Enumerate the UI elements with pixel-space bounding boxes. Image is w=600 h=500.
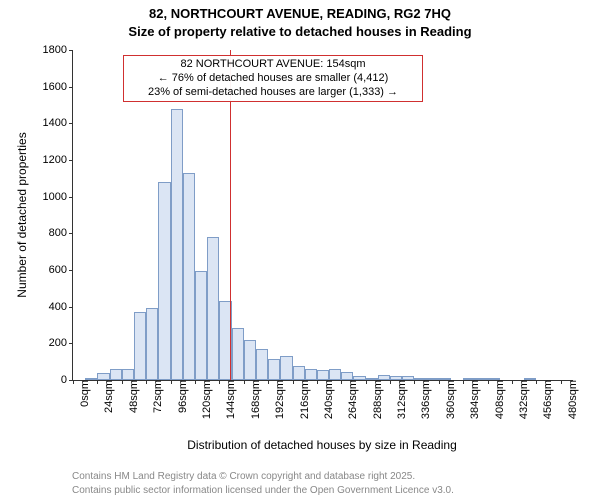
histogram-bar	[122, 369, 134, 380]
x-tick-label: 264sqm	[341, 380, 359, 419]
histogram-bar	[171, 109, 183, 380]
x-tick-label: 72sqm	[146, 380, 164, 413]
x-tick-label: 336sqm	[414, 380, 432, 419]
x-tick-mark	[341, 380, 342, 384]
histogram-bar	[207, 237, 219, 380]
footer-copyright-1: Contains HM Land Registry data © Crown c…	[0, 471, 600, 482]
x-tick-mark	[463, 380, 464, 384]
y-tick-mark	[69, 197, 73, 198]
x-tick-mark	[171, 380, 172, 384]
x-tick-label: 360sqm	[439, 380, 457, 419]
x-tick-label: 120sqm	[195, 380, 213, 419]
histogram-bar	[317, 370, 329, 380]
histogram-bar	[146, 308, 158, 380]
histogram-bar	[158, 182, 170, 380]
x-tick-label: 24sqm	[97, 380, 115, 413]
histogram-bar	[341, 372, 353, 380]
property-callout: 82 NORTHCOURT AVENUE: 154sqm← 76% of det…	[123, 55, 423, 102]
histogram-bar	[329, 369, 341, 380]
x-tick-label: 144sqm	[219, 380, 237, 419]
x-tick-mark	[512, 380, 513, 384]
property-size-histogram: 82, NORTHCOURT AVENUE, READING, RG2 7HQ …	[0, 0, 600, 500]
histogram-bar	[293, 366, 305, 380]
x-tick-mark	[97, 380, 98, 384]
x-tick-label: 0sqm	[73, 380, 91, 407]
x-tick-mark	[488, 380, 489, 384]
x-tick-mark	[73, 380, 74, 384]
x-tick-mark	[293, 380, 294, 384]
x-tick-label: 456sqm	[536, 380, 554, 419]
x-tick-label: 216sqm	[293, 380, 311, 419]
x-tick-mark	[536, 380, 537, 384]
x-tick-mark	[244, 380, 245, 384]
x-tick-mark	[317, 380, 318, 384]
y-tick-mark	[69, 307, 73, 308]
x-tick-label: 288sqm	[366, 380, 384, 419]
chart-title-main: 82, NORTHCOURT AVENUE, READING, RG2 7HQ	[0, 6, 600, 21]
x-tick-mark	[268, 380, 269, 384]
histogram-bar	[134, 312, 146, 380]
x-tick-label: 240sqm	[317, 380, 335, 419]
y-tick-mark	[69, 87, 73, 88]
x-tick-label: 96sqm	[171, 380, 189, 413]
x-tick-label: 312sqm	[390, 380, 408, 419]
y-tick-mark	[69, 160, 73, 161]
y-tick-mark	[69, 343, 73, 344]
callout-line: 82 NORTHCOURT AVENUE: 154sqm	[128, 58, 418, 72]
histogram-bar	[232, 328, 244, 380]
histogram-bar	[97, 373, 109, 380]
footer-copyright-2: Contains public sector information licen…	[0, 485, 600, 496]
x-tick-label: 192sqm	[268, 380, 286, 419]
x-tick-label: 384sqm	[463, 380, 481, 419]
y-axis-label: Number of detached properties	[15, 132, 29, 297]
x-tick-mark	[561, 380, 562, 384]
histogram-bar	[110, 369, 122, 380]
histogram-bar	[183, 173, 195, 380]
x-tick-label: 168sqm	[244, 380, 262, 419]
histogram-bar	[280, 356, 292, 380]
plot-area: 0200400600800100012001400160018000sqm24s…	[72, 50, 573, 381]
x-tick-mark	[414, 380, 415, 384]
x-tick-mark	[219, 380, 220, 384]
x-tick-mark	[390, 380, 391, 384]
x-tick-label: 480sqm	[561, 380, 579, 419]
y-tick-mark	[69, 233, 73, 234]
x-tick-mark	[366, 380, 367, 384]
x-tick-label: 408sqm	[488, 380, 506, 419]
callout-line: 23% of semi-detached houses are larger (…	[128, 86, 418, 100]
x-tick-label: 48sqm	[122, 380, 140, 413]
histogram-bar	[268, 359, 280, 380]
x-tick-mark	[439, 380, 440, 384]
x-axis-label: Distribution of detached houses by size …	[187, 438, 457, 452]
histogram-bar	[256, 349, 268, 380]
x-tick-mark	[146, 380, 147, 384]
y-tick-mark	[69, 123, 73, 124]
x-tick-mark	[122, 380, 123, 384]
y-tick-mark	[69, 270, 73, 271]
y-tick-mark	[69, 50, 73, 51]
callout-line: ← 76% of detached houses are smaller (4,…	[128, 72, 418, 86]
chart-title-sub: Size of property relative to detached ho…	[0, 24, 600, 39]
histogram-bar	[305, 369, 317, 380]
histogram-bar	[244, 340, 256, 380]
x-tick-mark	[195, 380, 196, 384]
x-tick-label: 432sqm	[512, 380, 530, 419]
histogram-bar	[195, 271, 207, 380]
